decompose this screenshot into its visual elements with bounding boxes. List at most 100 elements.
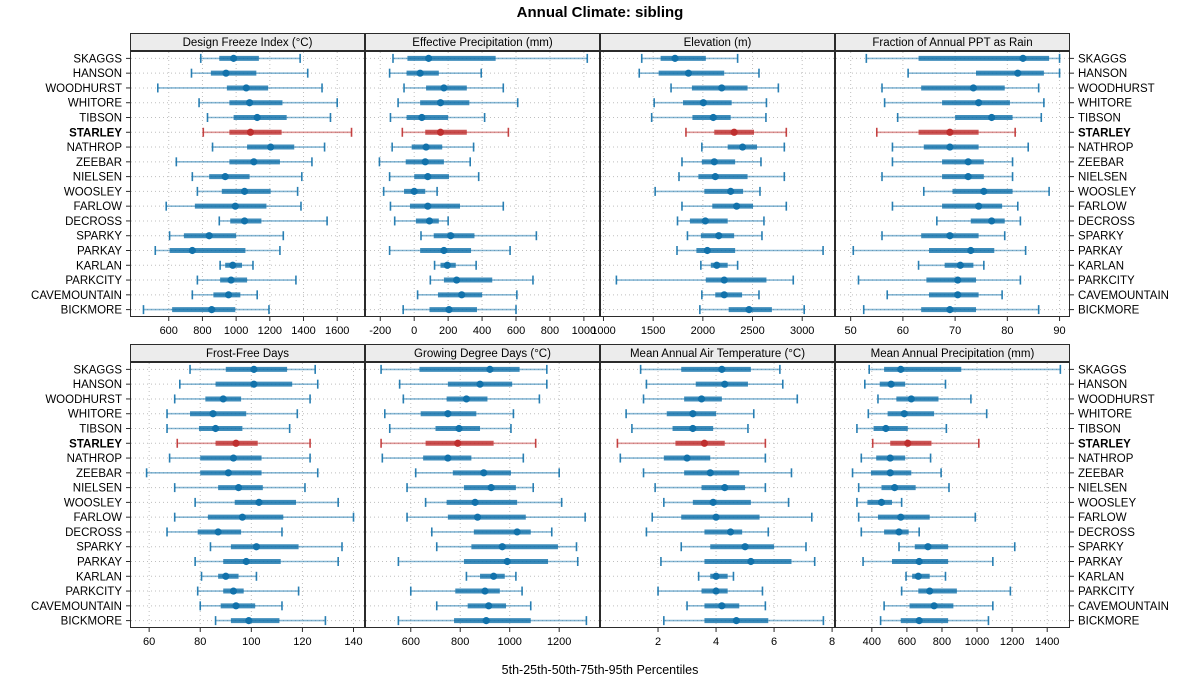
- x-tick-label: 600: [507, 325, 525, 337]
- station-series: [156, 83, 323, 93]
- station-series: [867, 409, 988, 419]
- station-series: [616, 438, 767, 448]
- station-series: [917, 260, 985, 270]
- median-dot: [481, 587, 489, 595]
- station-label-left: WHITORE: [68, 98, 122, 110]
- median-dot: [907, 395, 915, 403]
- station-series: [638, 68, 760, 78]
- station-series: [877, 394, 972, 404]
- station-label-right: SKAGGS: [1078, 53, 1127, 65]
- median-dot: [710, 158, 718, 166]
- station-label-left: ZEEBAR: [76, 157, 122, 169]
- median-dot: [480, 469, 488, 477]
- station-label-right: SPARKY: [1078, 231, 1124, 243]
- station-series: [856, 497, 903, 507]
- median-dot: [245, 617, 253, 625]
- median-dot: [229, 587, 238, 595]
- panel-strip-title: Frost-Free Days: [206, 348, 289, 360]
- median-dot: [486, 365, 494, 373]
- station-label-right: STARLEY: [1078, 127, 1131, 139]
- median-dot: [745, 306, 753, 314]
- median-dot: [741, 543, 749, 551]
- x-tick-label: 1000: [224, 325, 248, 337]
- station-series: [676, 216, 765, 226]
- panel-strip: [130, 33, 365, 51]
- station-label-right: STARLEY: [1078, 438, 1131, 450]
- station-series: [640, 53, 739, 63]
- station-series: [166, 424, 291, 433]
- station-series: [465, 571, 517, 581]
- median-dot: [440, 84, 448, 92]
- median-dot: [715, 232, 723, 240]
- station-series: [179, 379, 319, 389]
- x-tick-label: 0: [411, 325, 417, 337]
- x-tick-label: 100: [242, 636, 260, 648]
- median-dot: [703, 246, 711, 255]
- median-dot: [709, 498, 717, 506]
- median-dot: [253, 113, 261, 122]
- median-dot: [222, 572, 230, 580]
- median-dot: [904, 439, 912, 447]
- median-dot: [882, 424, 890, 433]
- median-dot: [732, 617, 740, 625]
- median-dot: [926, 587, 934, 595]
- median-dot: [246, 99, 254, 107]
- panel-strip: [365, 33, 600, 51]
- median-dot: [482, 617, 490, 625]
- station-series: [165, 201, 302, 211]
- x-tick-label: 1400: [1035, 636, 1059, 648]
- station-series: [397, 98, 519, 108]
- station-series: [388, 68, 483, 78]
- station-label-right: PARKAY: [1078, 246, 1123, 258]
- station-series: [681, 157, 762, 167]
- x-tick-label: 200: [439, 325, 457, 337]
- x-tick-label: 800: [193, 325, 211, 337]
- station-series: [851, 468, 942, 478]
- station-label-left: BICKMORE: [61, 616, 123, 628]
- station-label-left: STARLEY: [69, 127, 122, 139]
- station-series: [670, 83, 780, 93]
- station-series: [168, 231, 285, 241]
- median-dot: [436, 128, 445, 136]
- x-tick-label: 400: [863, 636, 881, 648]
- station-label-right: WOODHURST: [1078, 394, 1155, 406]
- station-label-right: WOOSLEY: [1078, 186, 1136, 198]
- station-series: [388, 424, 512, 433]
- station-series: [651, 512, 813, 522]
- median-dot: [730, 128, 738, 136]
- median-dot: [234, 484, 243, 492]
- panel: Mean Annual Precipitation (mm) 400 600 800 1…: [835, 344, 1070, 648]
- x-tick-label: 1600: [325, 325, 349, 337]
- station-series: [166, 527, 283, 537]
- station-series: [900, 586, 1012, 596]
- station-series: [154, 246, 281, 255]
- median-dot: [964, 158, 972, 166]
- median-dot: [267, 143, 275, 151]
- station-series: [879, 616, 990, 626]
- station-series: [663, 616, 825, 626]
- station-series: [383, 409, 515, 419]
- station-series: [868, 364, 1062, 374]
- station-series: [435, 601, 532, 611]
- station-label-right: NIELSEN: [1078, 483, 1127, 495]
- median-dot: [503, 557, 511, 566]
- panel-strip: [600, 33, 835, 51]
- station-series: [389, 113, 486, 122]
- median-dot: [706, 469, 714, 477]
- station-series: [701, 290, 760, 300]
- median-dot: [897, 365, 905, 373]
- station-series: [392, 53, 589, 63]
- axis-caption: 5th-25th-50th-75th-95th Percentiles: [501, 663, 699, 677]
- station-series: [194, 497, 339, 507]
- median-dot: [886, 454, 894, 462]
- station-label-right: NATHROP: [1078, 142, 1134, 154]
- x-tick-label: 2: [655, 636, 661, 648]
- x-tick-label: 1200: [258, 325, 282, 337]
- median-dot: [697, 395, 706, 403]
- station-series: [857, 483, 950, 493]
- median-dot: [250, 365, 258, 373]
- x-tick-label: 80: [194, 636, 206, 648]
- station-label-right: NATHROP: [1078, 453, 1134, 465]
- median-dot: [721, 484, 729, 492]
